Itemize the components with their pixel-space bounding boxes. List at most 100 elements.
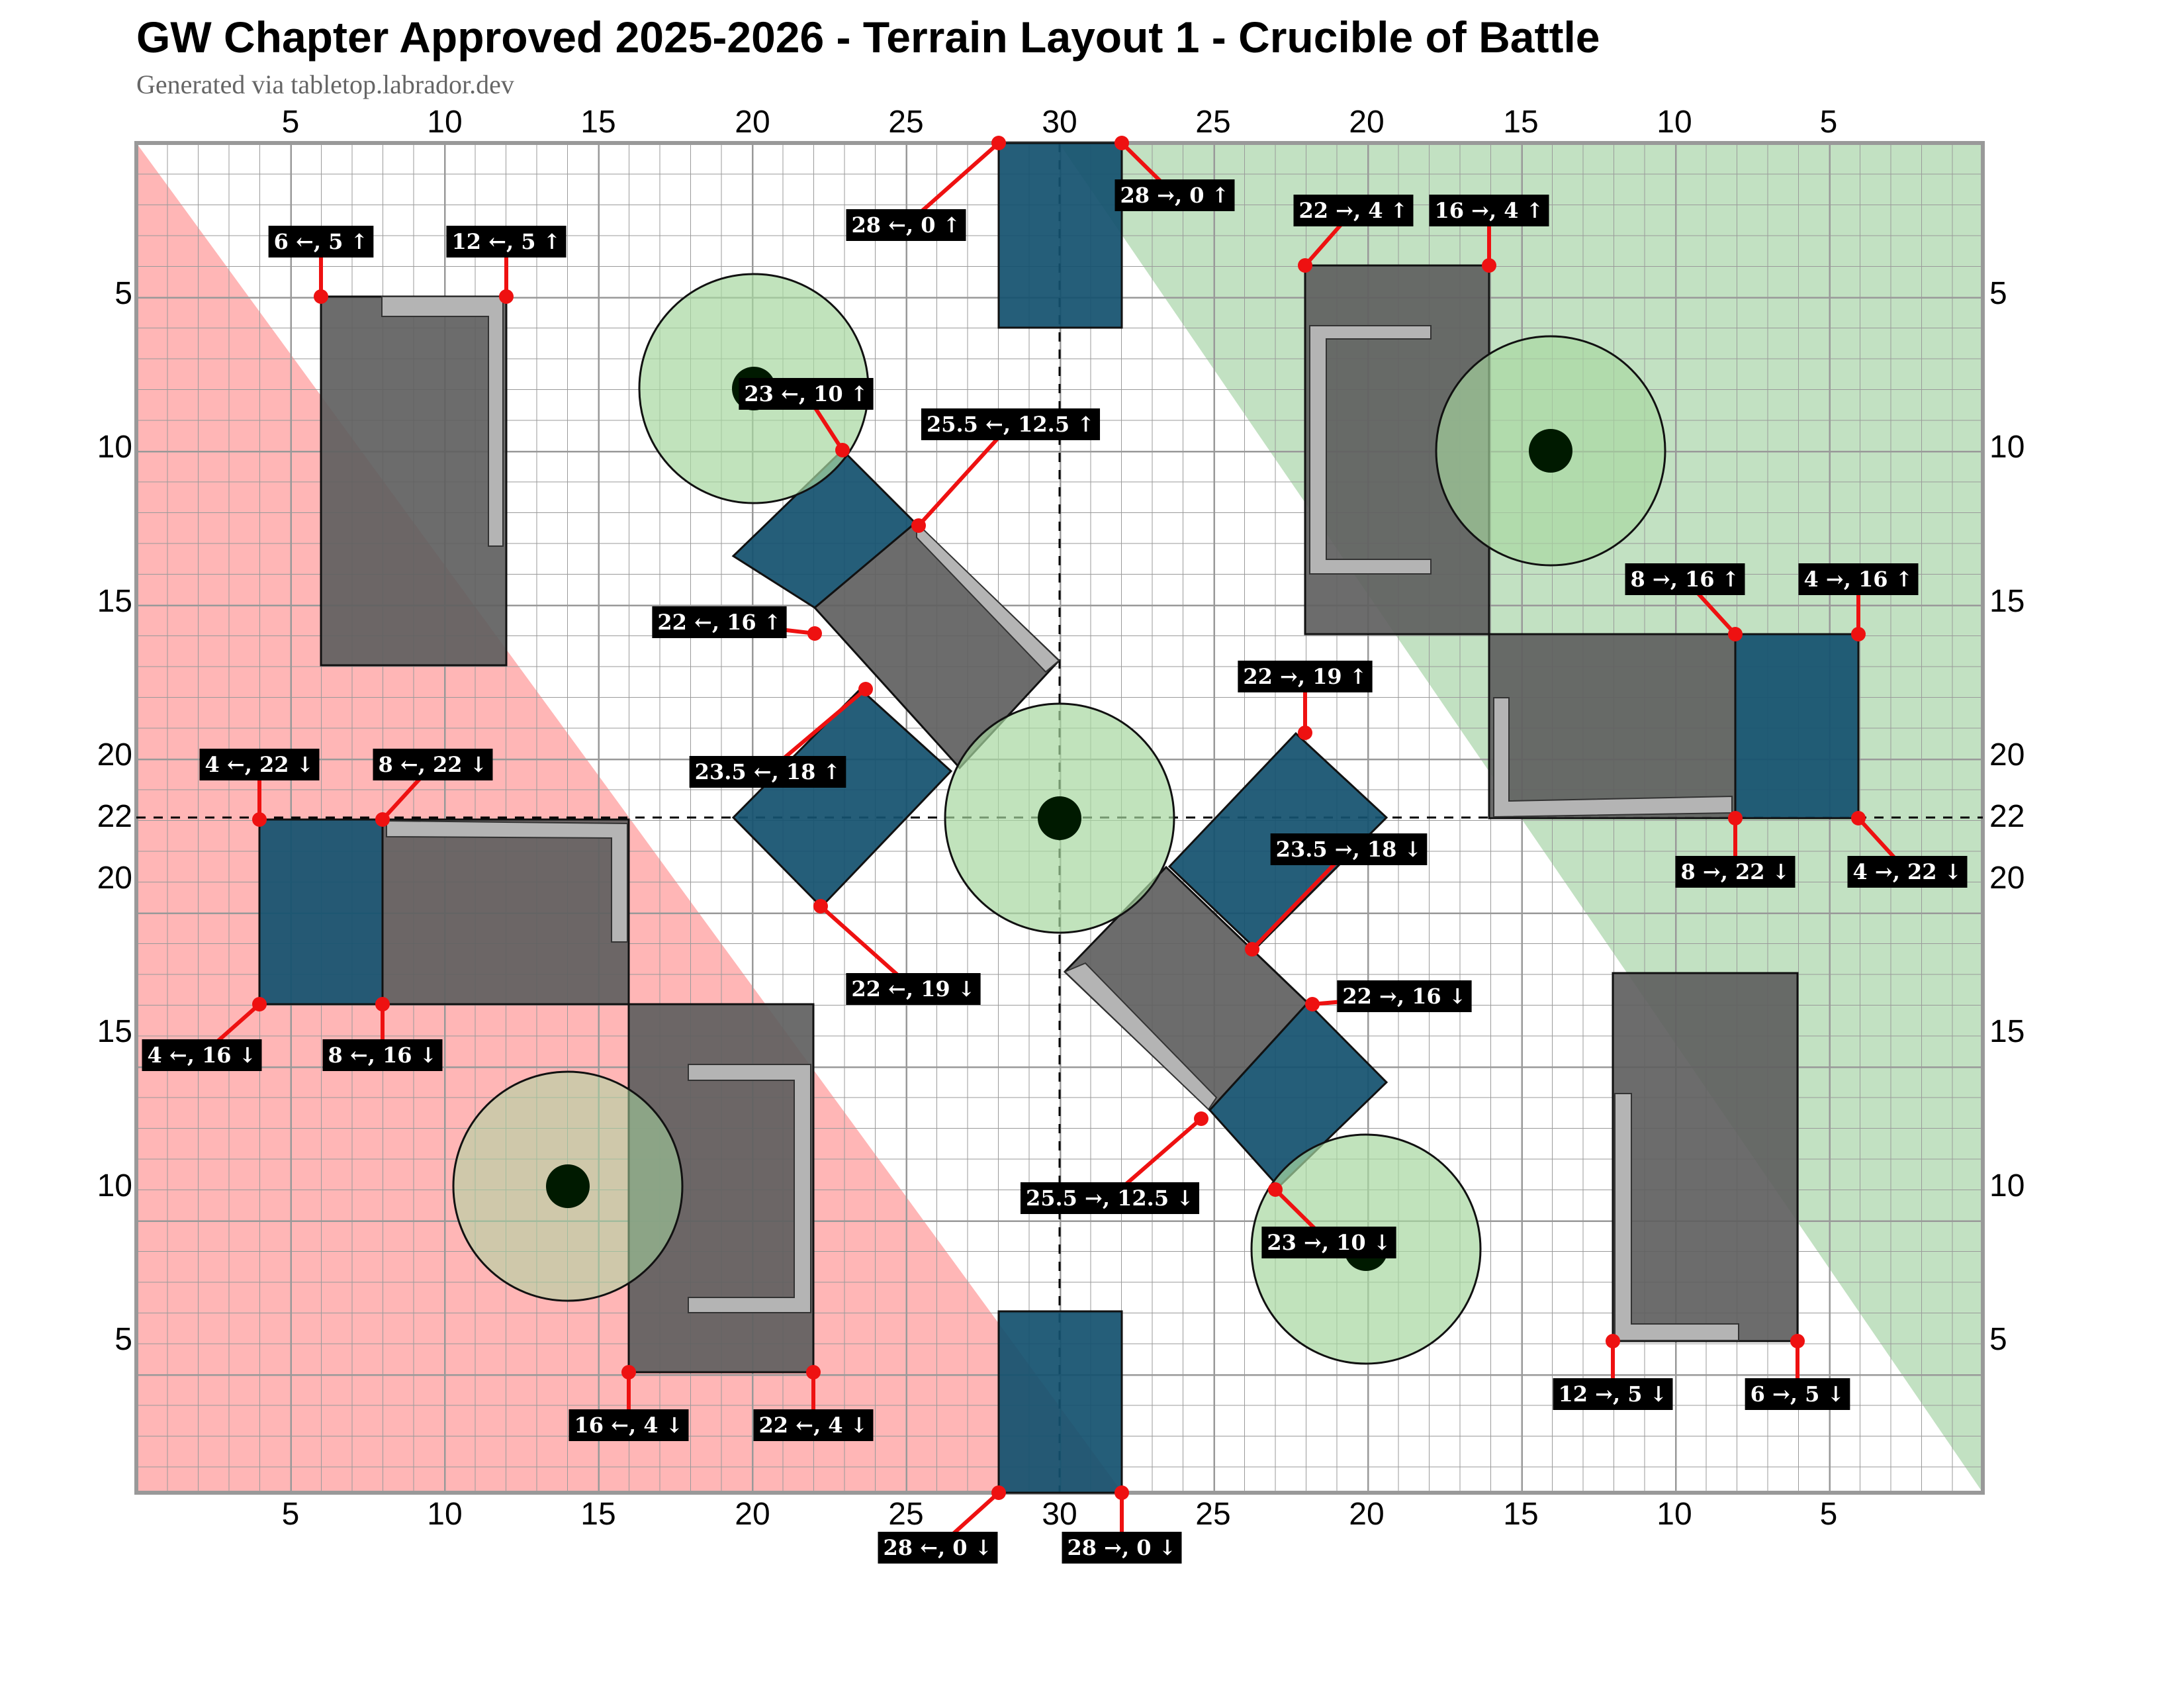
objective-marker [546, 1164, 590, 1208]
axis-tick-label: 5 [1820, 105, 1838, 140]
callout-label: 22 ←, 19 ↓ [851, 976, 975, 1002]
callout-label: 23.5 →, 18 ↓ [1276, 837, 1422, 862]
callout-label: 28 ←, 0 ↓ [884, 1535, 993, 1560]
callout-leader-line [1250, 847, 1351, 951]
callout-label: 22 →, 4 ↑ [1299, 198, 1408, 223]
callout-pin [1245, 942, 1259, 957]
measurement-callout: 8 →, 22 ↓ [1675, 811, 1796, 888]
callout-pin [1298, 258, 1312, 273]
measurement-callout: 23.5 ←, 18 ↑ [689, 682, 873, 788]
callout-label: 6 →, 5 ↓ [1751, 1382, 1845, 1407]
axis-tick-label: 25 [1195, 1497, 1230, 1532]
callout-label: 22 ←, 4 ↓ [759, 1413, 868, 1438]
callout-label: 8 ←, 16 ↓ [328, 1043, 437, 1068]
callout-pin [1305, 997, 1320, 1011]
callout-label-box [1798, 563, 1919, 595]
ruin-wall [1493, 697, 1733, 818]
callout-label: 16 ←, 4 ↓ [574, 1413, 684, 1438]
measurement-callout: 25.5 →, 12.5 ↓ [1020, 1111, 1208, 1214]
ruin-wall [688, 1064, 811, 1313]
callout-label: 23 ←, 10 ↑ [744, 381, 868, 406]
callout-label: 4 ←, 16 ↓ [148, 1043, 257, 1068]
measurement-callout: 23 ←, 10 ↑ [739, 378, 874, 457]
callout-pin [252, 997, 267, 1011]
callout-label-box [569, 1409, 689, 1441]
callout-label: 12 ←, 5 ↑ [452, 229, 561, 254]
callout-label-box [846, 209, 966, 241]
axis-tick-label: 10 [97, 430, 132, 465]
callout-label-box [1293, 195, 1414, 226]
axis-tick-label: 22 [97, 799, 132, 834]
measurement-callout: 4 ←, 16 ↓ [142, 997, 267, 1071]
measurement-callouts: 6 ←, 5 ↑ 12 ←, 5 ↑ 28 ←, 0 ↑ 28 →, 0 ↑ 22 →,… [142, 136, 1968, 1564]
callout-label-box [1238, 661, 1373, 692]
container [997, 142, 1123, 329]
axis-tick-label: 5 [1989, 276, 2007, 311]
callout-pin [252, 812, 267, 827]
measurement-callout: 16 ←, 4 ↓ [569, 1365, 689, 1441]
axis-tick-label: 20 [735, 105, 770, 140]
measurement-callout: 4 ←, 22 ↓ [199, 749, 320, 827]
measurement-callout: 23.5 →, 18 ↓ [1245, 833, 1428, 957]
axis-tick-label: 10 [1989, 430, 2025, 465]
callout-label: 8 ←, 22 ↓ [379, 752, 488, 777]
measurement-callout: 28 ←, 0 ↓ [878, 1485, 1006, 1564]
container [997, 1310, 1123, 1494]
measurement-callout: 8 →, 16 ↑ [1625, 563, 1745, 641]
axis-tick-label: 20 [1349, 1497, 1384, 1532]
callout-pin [1194, 1111, 1208, 1126]
callout-pin [1851, 811, 1866, 825]
callout-label: 23.5 ←, 18 ↑ [695, 759, 841, 784]
callout-label: 12 →, 5 ↓ [1559, 1382, 1668, 1407]
callout-label: 22 →, 19 ↑ [1243, 664, 1367, 689]
axis-tick-label: 15 [1503, 105, 1538, 140]
axis-tick-label: 30 [1042, 105, 1077, 140]
measurement-callout: 4 →, 22 ↓ [1847, 811, 1968, 888]
callout-label: 23 →, 10 ↓ [1267, 1230, 1390, 1255]
callout-label-box [1270, 833, 1428, 865]
callout-pin [375, 812, 390, 827]
callout-label-box [199, 749, 320, 780]
callout-pin [314, 289, 328, 304]
measurement-callout: 22 ←, 4 ↓ [753, 1365, 874, 1441]
ruin-footprint [381, 818, 630, 1006]
ruin-wall [1064, 962, 1218, 1111]
ruin-footprint [320, 295, 508, 667]
measurement-callout: 12 ←, 5 ↑ [446, 226, 567, 304]
measurement-callout: 6 ←, 5 ↑ [268, 226, 374, 304]
callout-pin [813, 899, 828, 914]
axis-tick-label: 15 [97, 1014, 132, 1049]
callout-label: 4 ←, 22 ↓ [205, 752, 314, 777]
callout-label-box [1115, 179, 1235, 211]
callout-label: 16 →, 4 ↑ [1435, 198, 1544, 223]
callout-label-box [1062, 1532, 1182, 1564]
measurement-callout: 6 →, 5 ↓ [1745, 1334, 1850, 1410]
callout-leader-line [917, 422, 1013, 528]
callout-label-box [1337, 980, 1472, 1012]
measurement-callout: 25.5 ←, 12.5 ↑ [911, 408, 1101, 533]
axis-tick-label: 10 [1989, 1168, 2025, 1203]
ruin-wall [386, 820, 628, 943]
objective-marker [1038, 796, 1081, 840]
callout-label: 25.5 →, 12.5 ↓ [1026, 1186, 1194, 1211]
callout-label: 4 →, 22 ↓ [1853, 859, 1962, 884]
axis-tick-label: 5 [114, 1322, 132, 1357]
axis-tick-label: 20 [735, 1497, 770, 1532]
ruin-footprint [1612, 972, 1799, 1342]
callout-pin [807, 626, 822, 641]
callout-pin [1851, 627, 1866, 641]
callout-pin [375, 997, 390, 1011]
axis-tick-label: 20 [97, 861, 132, 896]
callout-pin [621, 1365, 636, 1380]
callout-label: 22 →, 16 ↓ [1342, 984, 1466, 1009]
measurement-callout: 8 ←, 16 ↓ [322, 997, 443, 1071]
axis-tick-label: 25 [888, 105, 923, 140]
measurement-callout: 22 →, 4 ↑ [1293, 195, 1414, 273]
axis-tick-label: 10 [427, 1497, 462, 1532]
measurement-callout: 23 →, 10 ↓ [1261, 1182, 1396, 1258]
axis-tick-label: 15 [1503, 1497, 1538, 1532]
callout-label: 28 →, 0 ↓ [1068, 1535, 1177, 1560]
measurement-callout: 28 →, 0 ↓ [1062, 1485, 1182, 1564]
axis-tick-label: 15 [580, 1497, 615, 1532]
